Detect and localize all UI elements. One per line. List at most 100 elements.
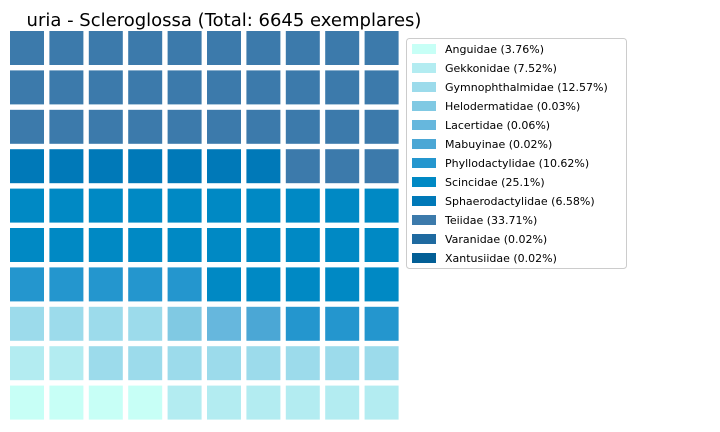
waffle-cell-phyllodactylidae xyxy=(325,306,360,341)
legend-swatch xyxy=(412,82,436,92)
waffle-cell-phyllodactylidae xyxy=(128,267,163,302)
waffle-cell-teiidae xyxy=(325,109,360,144)
legend-label: Lacertidae (0.06%) xyxy=(445,119,550,132)
waffle-cell-gekkonidae xyxy=(207,385,241,420)
legend-label: Scincidae (25.1%) xyxy=(445,176,545,189)
waffle-cell-scincidae xyxy=(207,188,241,223)
chart-title: uria - Scleroglossa (Total: 6645 exempla… xyxy=(27,10,422,31)
waffle-cell-teiidae xyxy=(246,31,281,65)
waffle-cell-scincidae xyxy=(10,188,44,223)
waffle-cell-mabuyinae xyxy=(246,306,281,341)
waffle-cell-teiidae xyxy=(49,31,84,65)
waffle-cell-sphaerodactylidae xyxy=(207,149,241,184)
waffle-cell-gymnophthalmidae xyxy=(325,346,360,381)
waffle-cell-gymnophthalmidae xyxy=(10,306,44,341)
legend-swatch xyxy=(412,158,436,168)
waffle-cell-sphaerodactylidae xyxy=(167,149,202,184)
waffle-cell-gymnophthalmidae xyxy=(128,306,163,341)
waffle-cell-sphaerodactylidae xyxy=(246,149,281,184)
waffle-cell-phyllodactylidae xyxy=(364,306,399,341)
waffle-cell-scincidae xyxy=(128,188,163,223)
waffle-cell-phyllodactylidae xyxy=(10,267,44,302)
waffle-cell-scincidae xyxy=(246,228,281,262)
waffle-cell-sphaerodactylidae xyxy=(10,149,44,184)
waffle-cell-teiidae xyxy=(128,109,163,144)
waffle-cell-scincidae xyxy=(325,228,360,262)
waffle-cell-teiidae xyxy=(207,31,241,65)
waffle-cell-scincidae xyxy=(49,188,84,223)
waffle-cell-teiidae xyxy=(325,31,360,65)
waffle-cell-phyllodactylidae xyxy=(88,267,123,302)
waffle-cell-teiidae xyxy=(285,109,320,144)
legend-swatch xyxy=(412,120,436,130)
waffle-cell-teiidae xyxy=(88,31,123,65)
waffle-cell-gymnophthalmidae xyxy=(167,346,202,381)
waffle-cell-gekkonidae xyxy=(49,346,84,381)
legend-swatch xyxy=(412,253,436,263)
waffle-cell-teiidae xyxy=(10,31,44,65)
waffle-cell-teiidae xyxy=(10,70,44,105)
waffle-cell-teiidae xyxy=(364,31,399,65)
waffle-cell-gekkonidae xyxy=(10,346,44,381)
waffle-cell-teiidae xyxy=(246,109,281,144)
waffle-cell-scincidae xyxy=(364,228,399,262)
waffle-cell-teiidae xyxy=(285,31,320,65)
waffle-cell-scincidae xyxy=(325,188,360,223)
waffle-cell-gymnophthalmidae xyxy=(88,306,123,341)
waffle-cell-teiidae xyxy=(49,109,84,144)
legend-label: Helodermatidae (0.03%) xyxy=(445,100,580,113)
waffle-cell-phyllodactylidae xyxy=(167,267,202,302)
waffle-cell-teiidae xyxy=(285,149,320,184)
waffle-cell-teiidae xyxy=(128,70,163,105)
waffle-cell-gymnophthalmidae xyxy=(285,346,320,381)
legend-frame xyxy=(406,38,627,269)
waffle-cell-sphaerodactylidae xyxy=(128,149,163,184)
waffle-cell-scincidae xyxy=(128,228,163,262)
waffle-cell-scincidae xyxy=(207,228,241,262)
legend-label: Mabuyinae (0.02%) xyxy=(445,138,552,151)
waffle-cell-scincidae xyxy=(167,188,202,223)
waffle-cell-teiidae xyxy=(364,70,399,105)
legend-swatch xyxy=(412,139,436,149)
waffle-cell-teiidae xyxy=(10,109,44,144)
waffle-cell-teiidae xyxy=(285,70,320,105)
waffle-cell-scincidae xyxy=(207,267,241,302)
legend-swatch xyxy=(412,196,436,206)
legend-label: Gymnophthalmidae (12.57%) xyxy=(445,81,608,94)
waffle-cell-teiidae xyxy=(364,149,399,184)
waffle-cell-sphaerodactylidae xyxy=(88,149,123,184)
legend-label: Anguidae (3.76%) xyxy=(445,43,544,56)
waffle-cell-scincidae xyxy=(364,267,399,302)
waffle-cell-gymnophthalmidae xyxy=(88,346,123,381)
waffle-cell-teiidae xyxy=(167,109,202,144)
waffle-cell-gekkonidae xyxy=(285,385,320,420)
waffle-cell-teiidae xyxy=(167,31,202,65)
legend-label: Gekkonidae (7.52%) xyxy=(445,62,557,75)
waffle-cell-teiidae xyxy=(88,70,123,105)
legend-swatch xyxy=(412,63,436,73)
waffle-cell-teiidae xyxy=(167,70,202,105)
legend-label: Sphaerodactylidae (6.58%) xyxy=(445,195,595,208)
waffle-cell-scincidae xyxy=(246,267,281,302)
waffle-cell-teiidae xyxy=(325,70,360,105)
waffle-cell-teiidae xyxy=(49,70,84,105)
waffle-cell-gymnophthalmidae xyxy=(207,346,241,381)
waffle-cell-gymnophthalmidae xyxy=(128,346,163,381)
waffle-cell-teiidae xyxy=(325,149,360,184)
waffle-cell-scincidae xyxy=(167,228,202,262)
legend-swatch xyxy=(412,177,436,187)
waffle-cell-gekkonidae xyxy=(364,385,399,420)
waffle-cell-gekkonidae xyxy=(246,385,281,420)
legend-label: Varanidae (0.02%) xyxy=(445,233,547,246)
waffle-cell-scincidae xyxy=(88,228,123,262)
waffle-cell-teiidae xyxy=(128,31,163,65)
legend-swatch xyxy=(412,101,436,111)
legend: Anguidae (3.76%) Gekkonidae (7.52%) Gymnop… xyxy=(406,38,627,269)
waffle-cell-lacertidae xyxy=(207,306,241,341)
legend-label: Xantusiidae (0.02%) xyxy=(445,252,557,265)
waffle-cell-scincidae xyxy=(10,228,44,262)
waffle-grid xyxy=(10,31,399,420)
waffle-cell-teiidae xyxy=(207,70,241,105)
waffle-cell-gymnophthalmidae xyxy=(49,306,84,341)
